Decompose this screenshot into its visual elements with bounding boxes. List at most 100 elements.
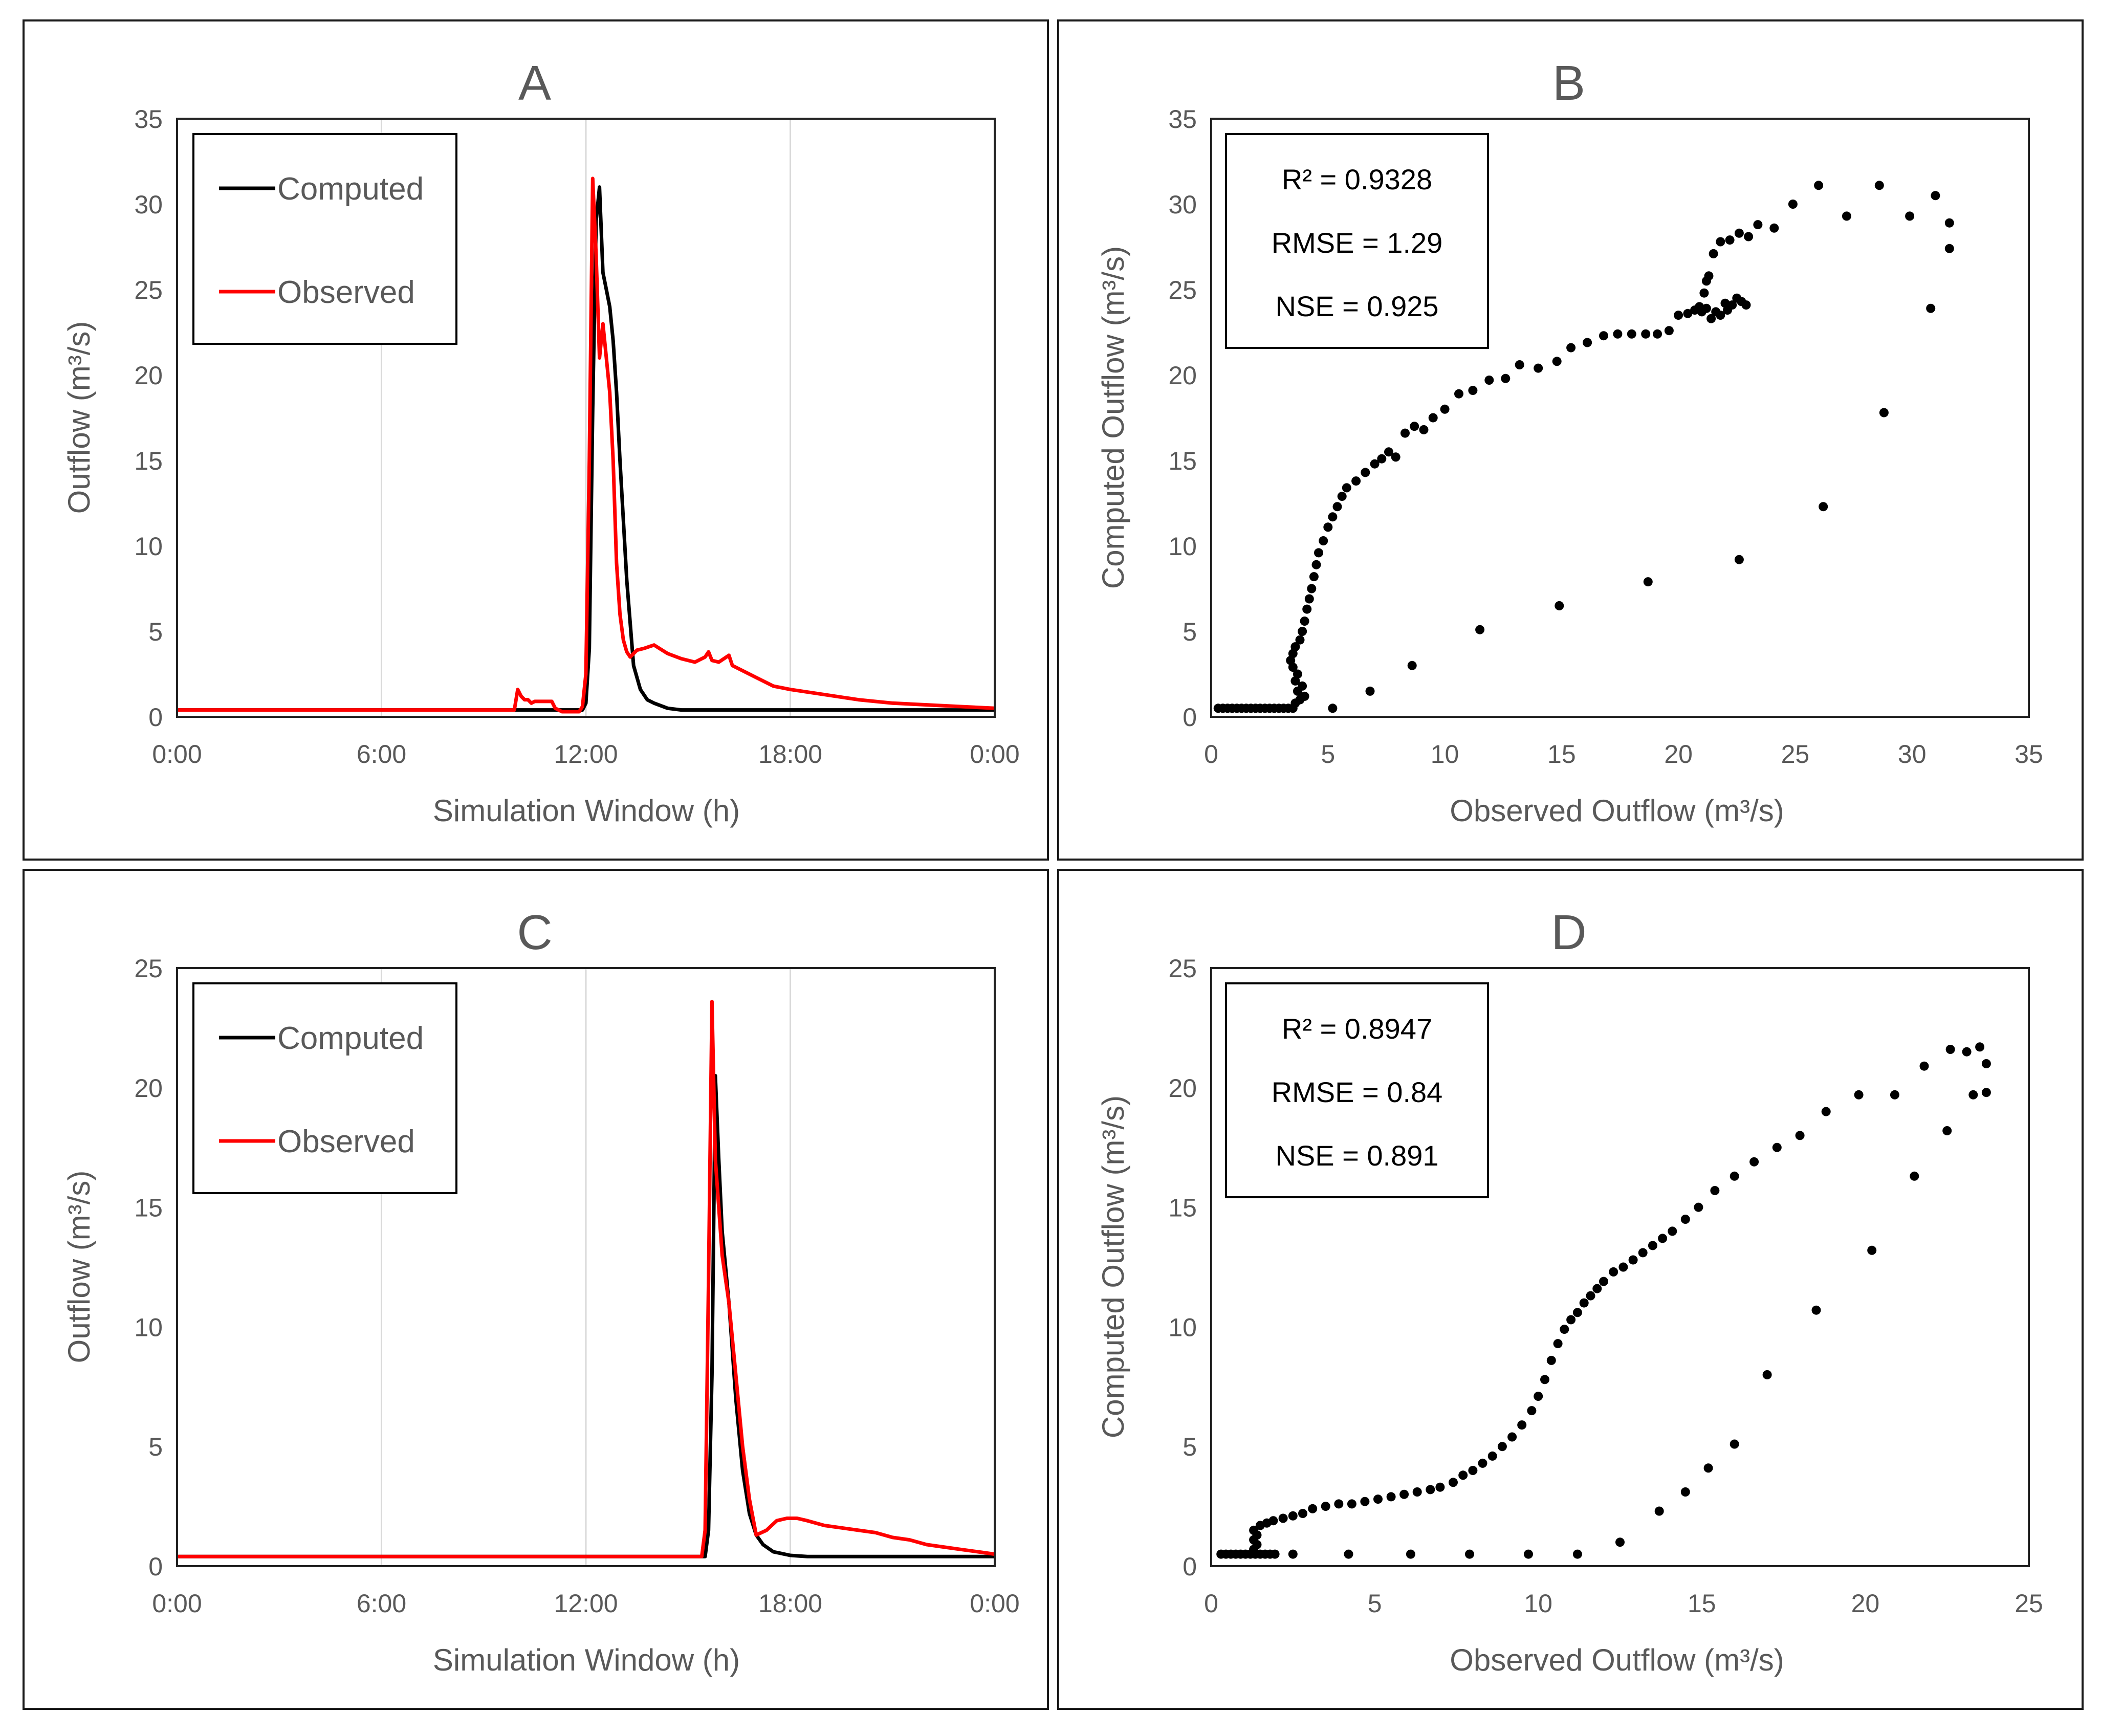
panel-c-series-computed-line <box>177 1073 995 1558</box>
panel-b-x-tick-label: 15 <box>1547 740 1576 768</box>
panel-d-point <box>1268 1516 1278 1526</box>
panel-a-legend-box <box>192 133 457 345</box>
panel-d-point <box>1867 1245 1877 1255</box>
panel-d-point <box>1586 1291 1595 1301</box>
panel-b-point <box>1475 625 1485 634</box>
panel-d-point <box>1975 1042 1985 1052</box>
panel-d: D 0 5 10 15 20 25 0 5 10 15 20 25 Observed Outflow… <box>1057 869 2084 1710</box>
panel-b-point <box>1842 211 1851 221</box>
panel-b-plot-area <box>1210 118 2030 718</box>
panel-d-point <box>1579 1298 1589 1308</box>
panel-b-y-ticks: 0 5 10 15 20 25 30 35 <box>1168 105 1197 732</box>
panel-b-point <box>1734 555 1744 564</box>
panel-b-point <box>1555 601 1564 610</box>
panel-b-x-tick-label: 10 <box>1431 740 1459 768</box>
panel-b-y-tick-label: 10 <box>1168 532 1197 561</box>
panel-d-point <box>1524 1549 1533 1559</box>
panel-c-y-tick-label: 5 <box>148 1433 163 1461</box>
panel-b-point <box>1468 386 1478 395</box>
panel-b-point <box>1314 548 1323 558</box>
panel-b-point <box>1428 413 1438 423</box>
panel-d-point <box>1288 1549 1298 1559</box>
panel-c-series-observed-line <box>177 1000 995 1558</box>
panel-c-legend-box <box>192 982 457 1194</box>
panel-b-y-tick-label: 15 <box>1168 447 1197 475</box>
panel-b-point <box>1769 223 1779 233</box>
legend-computed-label: Computed <box>277 1021 424 1056</box>
panel-c-x-tick-label: 12:00 <box>554 1589 618 1618</box>
legend-observed-label: Observed <box>277 1124 415 1159</box>
panel-d-point <box>1628 1255 1638 1265</box>
panel-b-point <box>1683 309 1693 318</box>
panel-b-point <box>1734 228 1744 238</box>
panel-d-point <box>1572 1308 1582 1317</box>
panel-b-point <box>1566 343 1576 353</box>
panel-b-point <box>1407 661 1417 670</box>
panel-b-point <box>1323 522 1333 532</box>
panel-a-y-axis-label: Outflow (m³/s) <box>62 321 96 514</box>
panel-b-point <box>1332 502 1342 512</box>
panel-d-point <box>1615 1537 1625 1547</box>
panel-b-point <box>1709 249 1718 258</box>
panel-c-series <box>177 1000 995 1558</box>
panel-d-point <box>1730 1171 1739 1181</box>
panel-d-x-tick-label: 20 <box>1851 1589 1880 1618</box>
panel-d-point <box>1609 1267 1618 1277</box>
panel-b-point <box>1534 363 1543 373</box>
panel-d-point <box>1517 1420 1527 1430</box>
panel-d-point <box>1373 1495 1383 1504</box>
panel-b-point <box>1641 329 1651 339</box>
panel-d-point <box>1540 1375 1549 1385</box>
panel-d-point <box>1270 1549 1280 1559</box>
panel-d-point <box>1854 1090 1864 1100</box>
panel-b-point <box>1613 329 1623 339</box>
panel-a-title: A <box>518 56 551 111</box>
panel-d-point <box>1560 1325 1569 1334</box>
panel-b-point <box>1931 191 1940 201</box>
panel-a-y-tick-label: 0 <box>148 703 163 732</box>
legend-computed-label: Computed <box>277 171 424 207</box>
panel-b-point <box>1419 425 1429 434</box>
panel-d-point <box>1654 1506 1664 1516</box>
panel-d-point <box>1945 1045 1955 1054</box>
panel-d-point <box>1772 1142 1782 1152</box>
panel-d-point <box>1648 1241 1657 1250</box>
panel-c-y-tick-label: 15 <box>134 1194 163 1222</box>
panel-b-point <box>1309 572 1319 582</box>
panel-d-point <box>1497 1442 1507 1452</box>
panel-c-legend: Computed Observed <box>192 982 457 1194</box>
panel-d-point <box>1449 1478 1458 1487</box>
panel-d-point <box>1458 1470 1468 1480</box>
panel-d-point <box>1386 1492 1396 1502</box>
panel-d-point <box>1478 1458 1487 1468</box>
panel-d-point <box>1694 1202 1703 1212</box>
panel-d-y-tick-label: 5 <box>1183 1433 1197 1461</box>
panel-d-point <box>1762 1370 1772 1379</box>
panel-d-x-tick-label: 25 <box>2015 1589 2043 1618</box>
panel-d-point <box>1546 1355 1556 1365</box>
panel-d-point <box>1468 1466 1478 1475</box>
panel-d-x-tick-label: 15 <box>1688 1589 1716 1618</box>
panel-d-point <box>1435 1482 1445 1492</box>
panel-b-point <box>1300 691 1309 701</box>
panel-b-point <box>1304 594 1314 604</box>
panel-b-y-tick-label: 35 <box>1168 105 1197 134</box>
panel-b-point <box>1391 452 1400 462</box>
panel-b-title: B <box>1552 56 1585 111</box>
panel-c-x-ticks: 0:00 6:00 12:00 18:00 0:00 <box>152 1589 1019 1618</box>
panel-b-point <box>1351 476 1361 486</box>
panel-a-y-tick-label: 15 <box>134 447 163 475</box>
panel-d-point <box>1710 1185 1720 1195</box>
panel-b-point <box>1926 303 1936 313</box>
panel-c-y-tick-label: 25 <box>134 954 163 983</box>
panel-d-y-axis-label: Computed Outflow (m³/s) <box>1096 1095 1130 1438</box>
panel-c-y-tick-label: 0 <box>148 1552 163 1581</box>
panel-c-x-tick-label: 18:00 <box>758 1589 822 1618</box>
panel-d-point <box>1703 1463 1713 1473</box>
panel-b-point <box>1552 357 1562 366</box>
panel-d-y-tick-label: 15 <box>1168 1194 1197 1222</box>
panel-b-point <box>1741 300 1751 310</box>
panel-a-x-tick-label: 18:00 <box>758 740 822 768</box>
panel-b-stats-frame <box>1225 133 1489 349</box>
panel-a-plot-area <box>176 118 996 718</box>
